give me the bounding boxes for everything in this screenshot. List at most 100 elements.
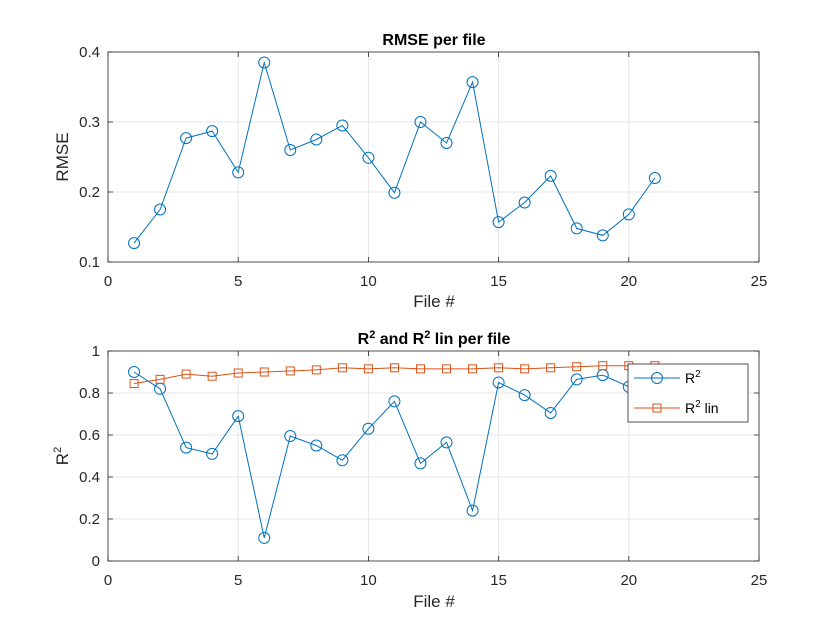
rmse-series-0-point [440, 137, 453, 149]
r2-series-0-point [128, 366, 141, 378]
r2-series-0-point [492, 376, 505, 389]
rmse-series-0-point [310, 133, 323, 146]
rmse-series-0-point [258, 56, 271, 69]
rmse-series-0-point [154, 203, 167, 216]
r2-series-1-point [494, 363, 504, 373]
r2-series-1-point [520, 364, 530, 374]
rmse-series-0-point [596, 229, 609, 242]
r2-xtick-label: 10 [360, 572, 377, 589]
r2-series-1-line [133, 365, 655, 385]
r2-series-0-point [362, 422, 375, 435]
r2-series-0-point [258, 531, 271, 544]
r2-series-0-point [440, 436, 453, 449]
rmse-xtick-label: 20 [620, 273, 637, 290]
r2-series-0-point [466, 504, 479, 517]
legend-marker-r2-lin [652, 403, 662, 413]
rmse-xtick-label: 15 [490, 273, 507, 290]
r2-ytick-label: 0.6 [79, 427, 100, 444]
rmse-title: RMSE per file [382, 32, 485, 49]
rmse-ytick-label: 0.4 [79, 44, 100, 61]
r2-series-1-point [468, 364, 478, 374]
legend-entry-r2: R2 [634, 369, 701, 386]
rmse-ylabel: RMSE [53, 132, 72, 181]
r2-series-0-point [232, 410, 245, 423]
r2-series-0-point [518, 389, 531, 402]
r2-series-1-point [181, 369, 191, 379]
rmse-plot-area [108, 52, 759, 262]
r2-panel: R2 and R2 lin per file 0 5 10 15 20 25 0 0.2 0.4… [52, 329, 767, 611]
rmse-series-0-point [180, 132, 193, 145]
rmse-series-0-point [232, 166, 245, 179]
rmse-series-0-point [544, 169, 557, 182]
rmse-series-0-point [388, 186, 401, 199]
rmse-ytick-label: 0.2 [79, 184, 100, 201]
r2-series-1-point [389, 363, 399, 373]
legend-marker-r2 [651, 372, 663, 384]
r2-series-1-point [311, 365, 321, 375]
rmse-series-0-point [466, 76, 479, 89]
r2-series-0-point [544, 406, 557, 419]
rmse-xtick-label: 10 [360, 273, 377, 290]
r2-xtick-label: 25 [751, 572, 768, 589]
rmse-ytick-label: 0.3 [79, 114, 100, 131]
r2-xtick-label: 15 [490, 572, 507, 589]
r2-series-1-point [337, 363, 347, 373]
rmse-series-0-point [648, 172, 661, 184]
r2-ticks: 0 5 10 15 20 25 0 0.2 0.4 0.6 0.8 1 [79, 343, 767, 589]
r2-series-0-point [180, 441, 193, 454]
r2-ylabel: R2 [52, 447, 72, 465]
rmse-axes-box [107, 51, 760, 263]
r2-axes-box [107, 350, 760, 562]
legend-box [627, 363, 749, 423]
rmse-series-0-point [128, 237, 141, 250]
r2-series-0-line [133, 371, 655, 539]
legend-label-r2-lin: R2 lin [685, 399, 719, 416]
r2-xtick-label: 20 [620, 572, 637, 589]
r2-series-1-point [363, 364, 373, 374]
r2-series [128, 361, 661, 544]
r2-series-1-point [233, 368, 243, 378]
r2-series-0-point [310, 439, 323, 452]
r2-legend: R2 R2 lin [627, 363, 749, 423]
rmse-series-0-point [492, 216, 505, 229]
rmse-series-0-point [284, 144, 297, 156]
r2-xlabel: File # [413, 592, 455, 611]
r2-series-0-point [570, 373, 583, 386]
rmse-xlabel: File # [413, 292, 455, 311]
rmse-xtick-label: 5 [234, 273, 242, 290]
r2-series-1-point [415, 364, 425, 374]
rmse-series [128, 56, 661, 250]
rmse-ytick-label: 0.1 [79, 254, 100, 271]
r2-series-1-point [598, 361, 608, 371]
rmse-xtick-label: 25 [751, 273, 768, 290]
r2-series-0-point [284, 430, 297, 443]
r2-series-1-point [442, 364, 452, 374]
rmse-series-0-point [206, 125, 219, 138]
r2-series-0-point [336, 454, 349, 467]
rmse-series-0-point [622, 208, 635, 221]
r2-title: R2 and R2 lin per file [358, 329, 511, 348]
rmse-series-0-point [362, 151, 375, 164]
r2-series-1-point [285, 366, 295, 376]
rmse-ticks: 0 5 10 15 20 25 0.1 0.2 0.3 0.4 [79, 44, 767, 290]
r2-series-1-point [155, 374, 165, 384]
legend-entry-r2-lin: R2 lin [634, 399, 719, 416]
rmse-series-0-point [336, 119, 349, 132]
r2-series-0-point [414, 457, 427, 470]
r2-series-1-point [207, 371, 217, 381]
rmse-series-0-point [518, 196, 531, 209]
rmse-panel: RMSE per file 0 5 10 15 20 25 0.1 0.2 0.3 0.4 Fil… [53, 32, 767, 311]
r2-ytick-label: 0.8 [79, 385, 100, 402]
r2-series-1-point [546, 363, 556, 373]
r2-xtick-label: 5 [234, 572, 242, 589]
r2-series-1-point [129, 379, 139, 389]
rmse-series-0-point [570, 222, 583, 235]
r2-series-1-point [572, 362, 582, 372]
r2-ytick-label: 0 [92, 553, 100, 570]
rmse-xtick-label: 0 [104, 273, 112, 290]
r2-series-0-point [206, 447, 219, 460]
rmse-series-0-point [414, 116, 427, 128]
r2-ytick-label: 1 [92, 343, 100, 360]
r2-series-1-point [259, 367, 269, 377]
